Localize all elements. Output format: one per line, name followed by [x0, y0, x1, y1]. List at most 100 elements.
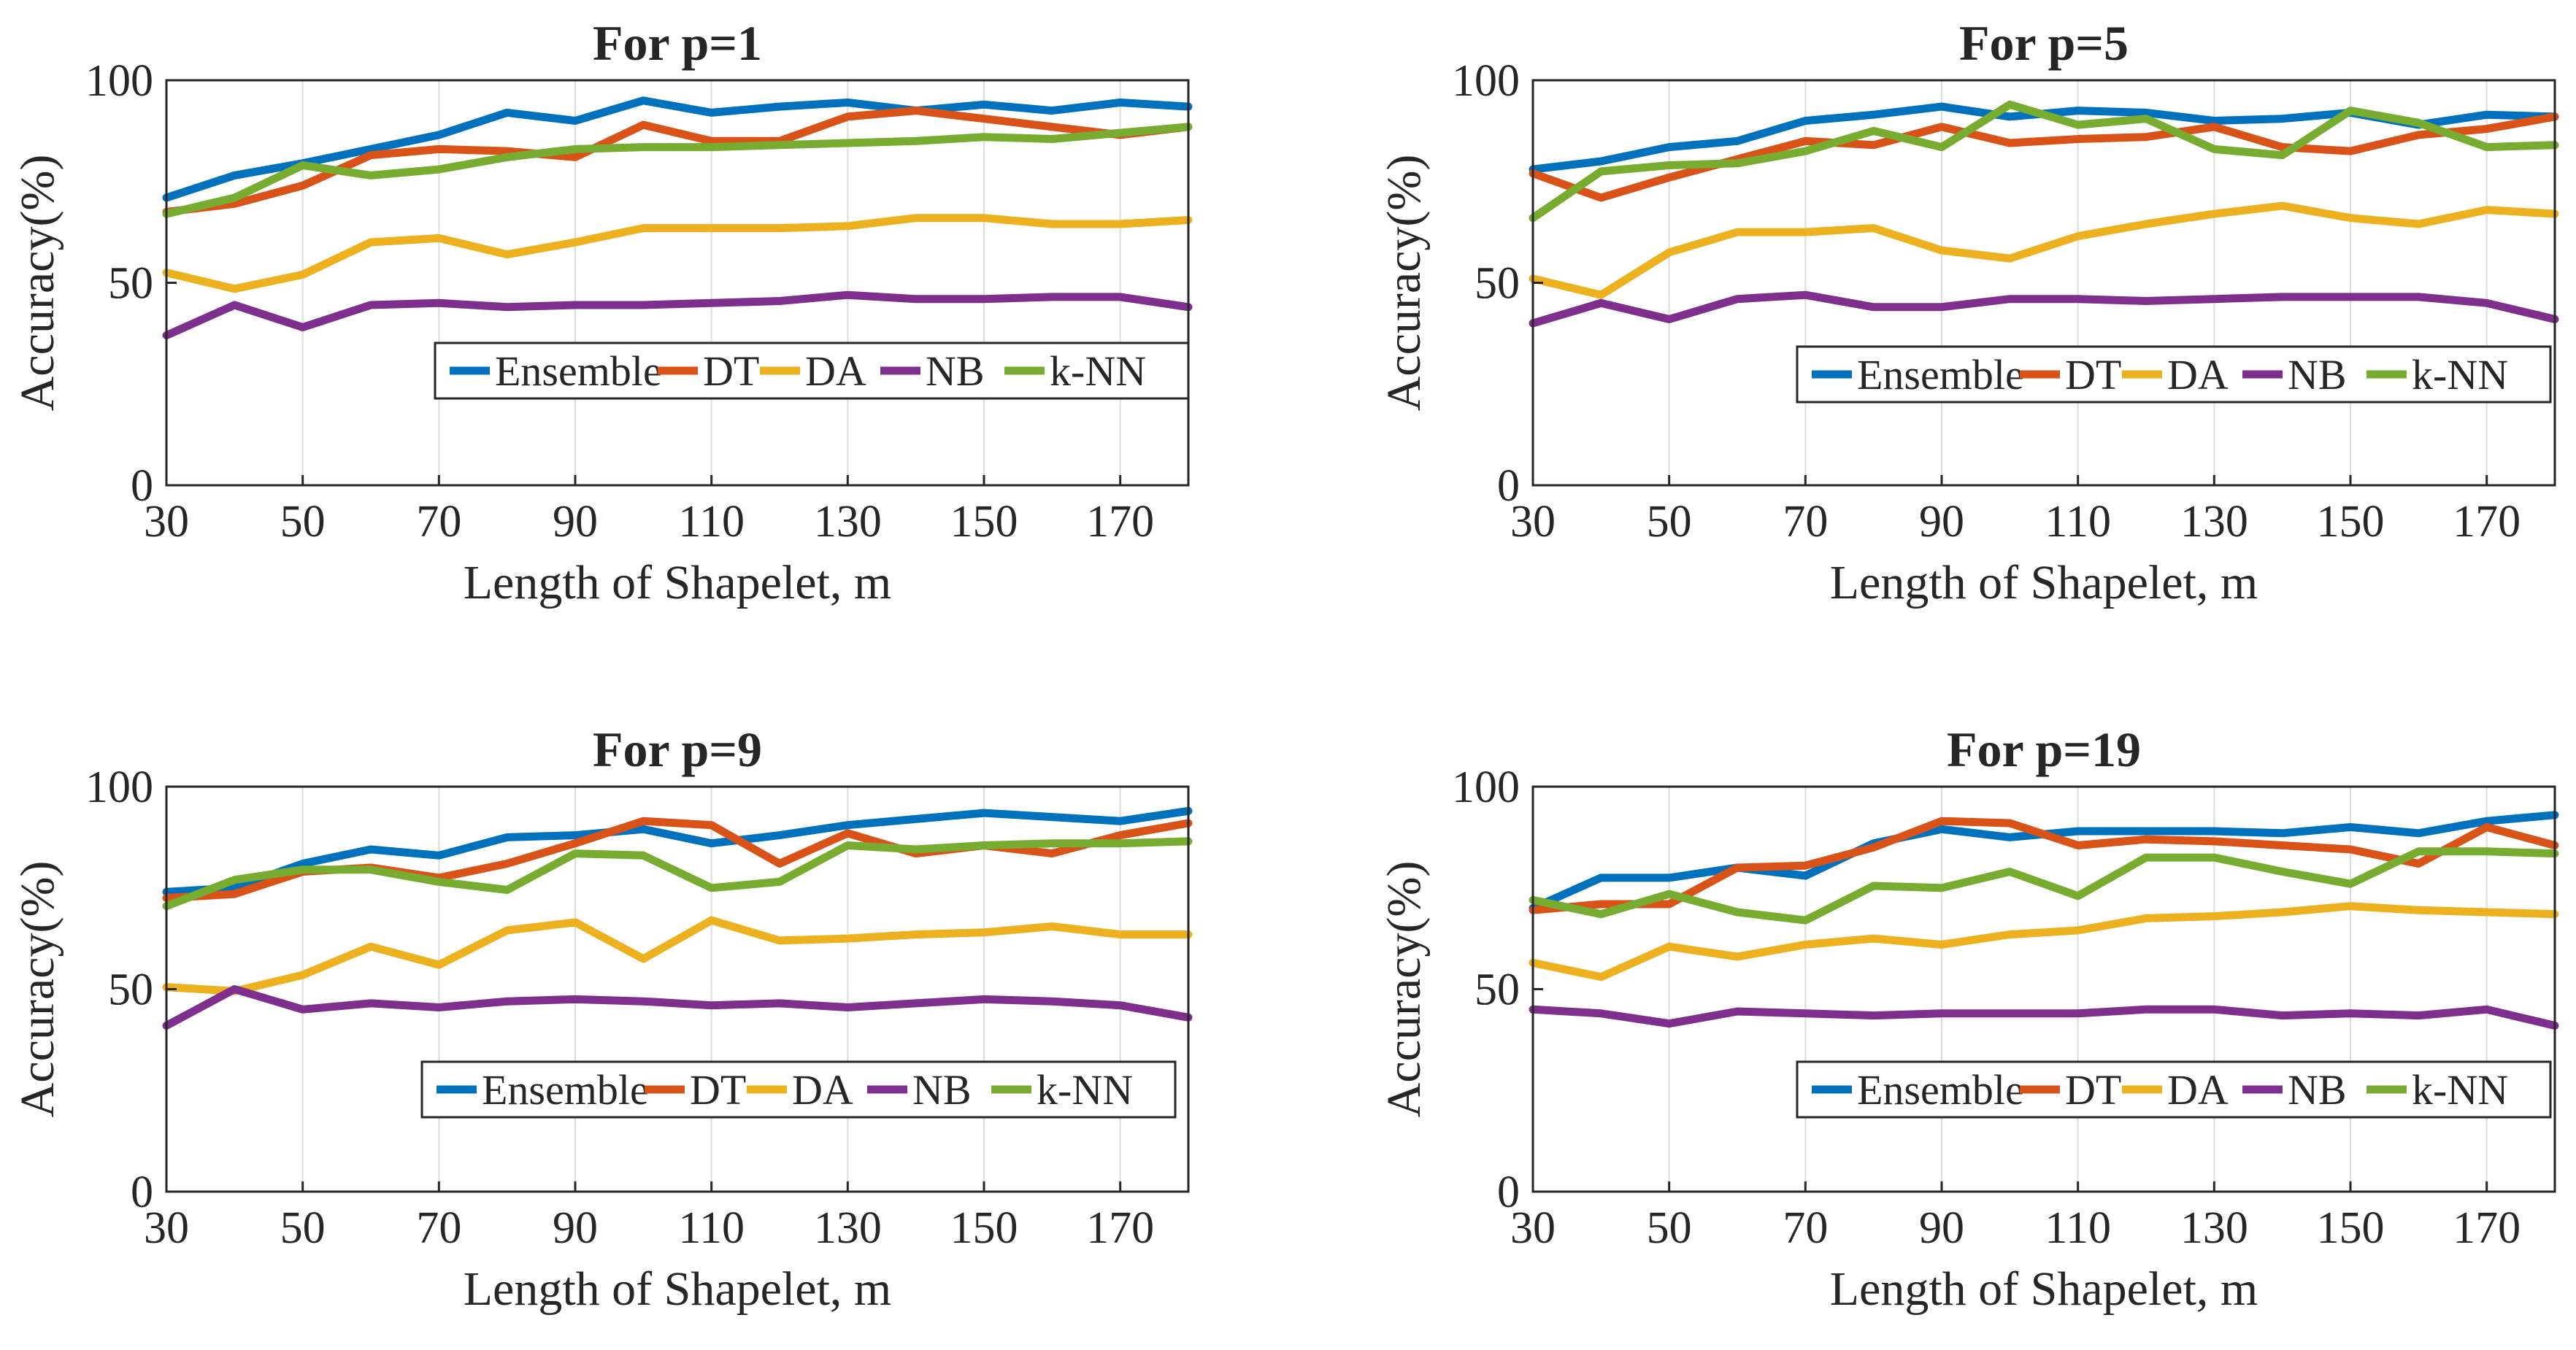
y-tick-label: 100	[85, 763, 153, 812]
x-tick-label: 90	[1919, 497, 1964, 547]
legend-label-k-nn: k-NN	[2412, 1066, 2508, 1114]
x-tick-label: 110	[678, 1203, 745, 1253]
series-line-da	[1529, 902, 2559, 981]
x-tick-label: 50	[280, 497, 326, 547]
series-line-da	[162, 214, 1193, 293]
series-line-ensemble	[162, 96, 1193, 202]
legend-label-k-nn: k-NN	[1037, 1066, 1133, 1114]
x-tick-label: 110	[2045, 1203, 2111, 1253]
chart-for-p-5: 30 50 70 90 110 130 150 170 0 50 100 For p=5 Length …	[1377, 15, 2559, 609]
x-tick-label: 30	[144, 497, 189, 547]
x-tick-label: 30	[1510, 1203, 1556, 1253]
x-tick-label: 170	[2453, 1203, 2521, 1253]
legend-label-nb: NB	[912, 1066, 972, 1114]
legend-label-ensemble: Ensemble	[482, 1066, 649, 1114]
series-line-dt	[1529, 112, 2559, 202]
y-tick-label: 50	[108, 965, 153, 1015]
legend-label-k-nn: k-NN	[1050, 347, 1146, 395]
legend: Ensemble DT DA NB k-NN	[434, 342, 1190, 400]
series-line-k-nn	[162, 837, 1193, 911]
legend-label-dt: DT	[690, 1066, 746, 1114]
legend-label-nb: NB	[926, 347, 985, 395]
series-line-da	[1529, 201, 2559, 299]
x-tick-label: 90	[553, 497, 598, 547]
y-tick-label: 0	[131, 1168, 153, 1217]
x-tick-label: 90	[553, 1203, 598, 1253]
series-line-k-nn	[1529, 847, 2559, 925]
y-tick-label: 100	[85, 56, 153, 106]
legend-label-k-nn: k-NN	[2412, 351, 2508, 398]
series-line-k-nn	[1529, 100, 2559, 223]
legend-label-dt: DT	[703, 347, 759, 395]
x-tick-label: 110	[2045, 497, 2111, 547]
legend: Ensemble DT DA NB k-NN	[1796, 345, 2552, 404]
y-tick-label: 100	[1452, 56, 1520, 106]
y-tick-label: 50	[1475, 259, 1520, 309]
x-tick-label: 70	[1783, 1203, 1828, 1253]
x-tick-label: 50	[1647, 497, 1692, 547]
legend-label-dt: DT	[2065, 351, 2121, 398]
y-axis-label: Accuracy(%)	[11, 155, 64, 412]
x-tick-label: 150	[950, 497, 1018, 547]
series-line-nb	[1529, 1005, 2559, 1030]
x-axis-label: Length of Shapelet, m	[1830, 556, 2258, 609]
legend-label-dt: DT	[2065, 1066, 2121, 1114]
x-tick-label: 70	[416, 497, 461, 547]
series-line-da	[162, 916, 1193, 995]
chart-for-p-19: 30 50 70 90 110 130 150 170 0 50 100 For p=19 Length…	[1377, 722, 2559, 1316]
series-line-k-nn	[162, 123, 1193, 218]
legend: Ensemble DT DA NB k-NN	[1796, 1060, 2552, 1119]
chart-for-p-1: 30 50 70 90 110 130 150 170 0 50 100 For p=1 Length …	[11, 15, 1193, 609]
y-axis-label: Accuracy(%)	[11, 861, 64, 1118]
x-axis-label: Length of Shapelet, m	[464, 556, 892, 609]
series-line-nb	[162, 290, 1193, 340]
legend-box	[434, 342, 1190, 400]
x-tick-label: 170	[1086, 497, 1154, 547]
x-tick-label: 130	[814, 497, 882, 547]
x-tick-label: 30	[1510, 497, 1556, 547]
plot-area	[1533, 787, 2555, 1192]
x-tick-label: 130	[814, 1203, 882, 1253]
y-tick-label: 0	[131, 461, 153, 511]
x-tick-label: 130	[2180, 497, 2248, 547]
y-tick-label: 0	[1497, 1168, 1520, 1217]
x-tick-label: 150	[2317, 497, 2385, 547]
legend-box	[1796, 1060, 2552, 1119]
x-tick-label: 150	[2317, 1203, 2385, 1253]
y-axis-label: Accuracy(%)	[1377, 155, 1431, 412]
legend-label-da: DA	[2167, 1066, 2229, 1114]
legend-label-ensemble: Ensemble	[1857, 1066, 2024, 1114]
x-tick-label: 30	[144, 1203, 189, 1253]
x-axis-label: Length of Shapelet, m	[1830, 1262, 2258, 1316]
x-tick-label: 70	[416, 1203, 461, 1253]
legend-label-da: DA	[2167, 351, 2229, 398]
y-tick-label: 50	[108, 259, 153, 309]
x-tick-label: 170	[2453, 497, 2521, 547]
x-tick-label: 170	[1086, 1203, 1154, 1253]
legend-label-ensemble: Ensemble	[495, 347, 662, 395]
series-line-dt	[1529, 817, 2559, 914]
x-axis-label: Length of Shapelet, m	[464, 1262, 892, 1316]
y-axis-label: Accuracy(%)	[1377, 861, 1431, 1118]
y-tick-label: 50	[1475, 965, 1520, 1015]
legend-label-da: DA	[805, 347, 866, 395]
legend-label-nb: NB	[2288, 1066, 2347, 1114]
series-line-ensemble	[162, 806, 1193, 896]
series-line-nb	[1529, 290, 2559, 328]
series-line-nb	[162, 985, 1193, 1030]
chart-title: For p=5	[1959, 15, 2129, 71]
x-tick-label: 50	[1647, 1203, 1692, 1253]
chart-title: For p=1	[593, 15, 762, 71]
y-tick-label: 100	[1452, 763, 1520, 812]
y-tick-label: 0	[1497, 461, 1520, 511]
x-tick-label: 50	[280, 1203, 326, 1253]
x-tick-label: 110	[678, 497, 745, 547]
legend-label-nb: NB	[2288, 351, 2347, 398]
x-tick-label: 70	[1783, 497, 1828, 547]
legend: Ensemble DT DA NB k-NN	[420, 1060, 1177, 1119]
chart-for-p-9: 30 50 70 90 110 130 150 170 0 50 100 For p=9 Length …	[11, 722, 1193, 1316]
x-tick-label: 90	[1919, 1203, 1964, 1253]
x-tick-label: 130	[2180, 1203, 2248, 1253]
chart-title: For p=9	[593, 722, 762, 777]
